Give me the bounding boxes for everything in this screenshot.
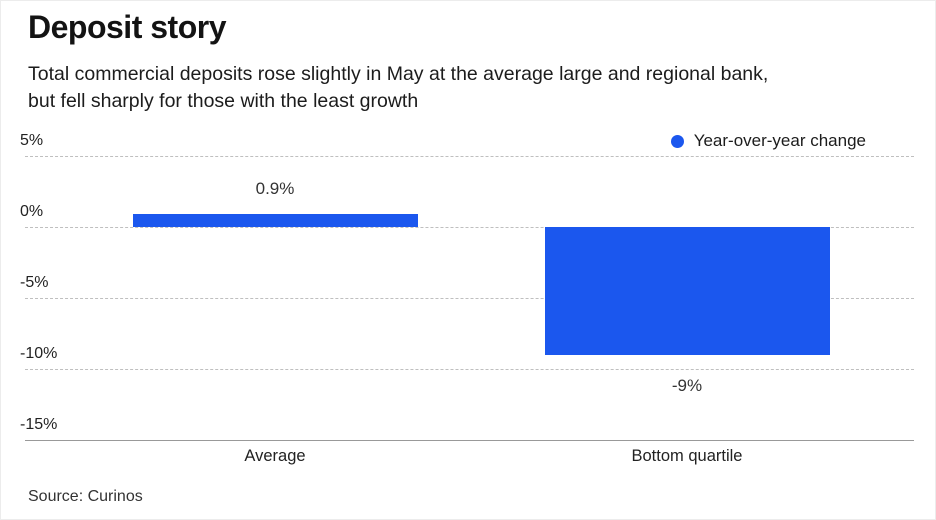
- bar-value-label-average: 0.9%: [255, 179, 295, 199]
- y-tick-label: -5%: [20, 274, 49, 291]
- chart-title: Deposit story: [28, 9, 226, 45]
- y-tick-label: -10%: [20, 345, 58, 362]
- gridline: [25, 156, 914, 157]
- legend-dot-icon: [670, 134, 684, 148]
- chart-subtitle-line-2: but fell sharply for those with the leas…: [28, 90, 419, 112]
- gridline: [25, 298, 914, 299]
- source-note: Source: Curinos: [28, 488, 143, 505]
- y-tick-label: 5%: [20, 132, 44, 149]
- gridline: [25, 440, 914, 441]
- gridline: [25, 369, 914, 370]
- bar-average: [132, 214, 418, 227]
- y-tick-label: 0%: [20, 203, 44, 220]
- x-category-label-average: Average: [244, 447, 306, 465]
- bar-value-label-bottom-quartile: -9%: [671, 375, 703, 395]
- legend-label: Year-over-year change: [693, 131, 866, 150]
- bar-bottom-quartile: [544, 227, 830, 355]
- chart-legend: Year-over-year change: [670, 130, 866, 152]
- y-tick-label: -15%: [20, 416, 58, 433]
- x-category-label-bottom-quartile: Bottom quartile: [631, 447, 743, 465]
- gridline: [25, 227, 914, 228]
- chart-subtitle: Total commercial deposits rose slightly …: [28, 61, 928, 115]
- plot-area: 5% 0% -5% -10% -15% 0.9% Average -9% Bottom quar…: [20, 132, 914, 465]
- chart-subtitle-line-1: Total commercial deposits rose slightly …: [28, 63, 769, 85]
